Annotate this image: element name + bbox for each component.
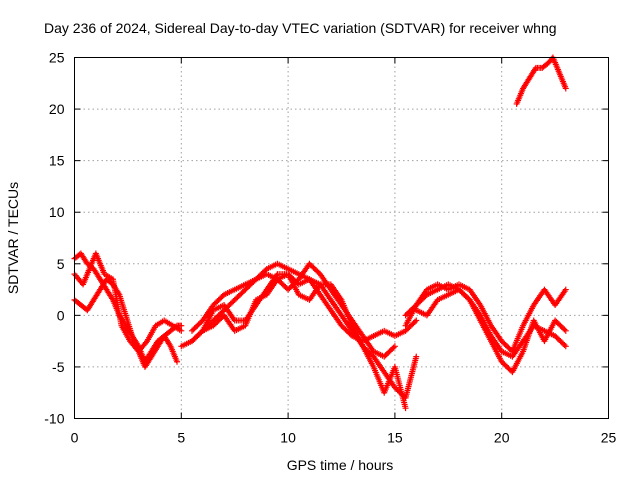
data-point — [174, 358, 181, 365]
data-point — [198, 329, 205, 336]
x-tick-label: 5 — [177, 430, 185, 446]
data-point — [562, 286, 569, 293]
data-point — [390, 344, 397, 351]
x-tick-label: 20 — [494, 430, 510, 446]
data-point — [178, 322, 185, 329]
x-tick-label: 0 — [71, 430, 79, 446]
data-point — [562, 85, 569, 92]
y-tick-label: 15 — [49, 153, 65, 169]
x-tick-label: 15 — [387, 430, 403, 446]
data-point — [561, 326, 568, 333]
data-point — [413, 317, 420, 324]
y-tick-label: 5 — [57, 256, 65, 272]
chart-title: Day 236 of 2024, Sidereal Day-to-day VTE… — [44, 20, 557, 36]
data-point — [219, 293, 226, 300]
y-tick-label: 25 — [49, 50, 65, 66]
y-tick-label: 0 — [57, 307, 65, 323]
data-point — [411, 318, 418, 325]
data-points — [71, 54, 569, 412]
x-tick-label: 25 — [601, 430, 617, 446]
data-point — [465, 295, 472, 302]
grid — [74, 57, 609, 419]
y-tick-label: -10 — [44, 411, 64, 427]
y-tick-label: -5 — [52, 359, 65, 375]
data-point — [561, 342, 568, 349]
data-point — [391, 343, 398, 350]
y-axis-label: SDTVAR / TECUs — [5, 182, 21, 294]
y-tick-label: 20 — [49, 101, 65, 117]
x-axis-label: GPS time / hours — [287, 457, 394, 473]
data-point — [562, 327, 569, 334]
x-tick-label: 10 — [280, 430, 296, 446]
y-tick-label: 10 — [49, 204, 65, 220]
axis-ticks — [74, 57, 609, 419]
tick-labels: 0 5 10 15 20 25 -10 -5 0 5 10 15 20 25 — [44, 50, 616, 446]
data-point — [562, 343, 569, 350]
plot-frame — [74, 57, 609, 419]
data-point — [413, 353, 420, 360]
data-point — [178, 327, 185, 334]
data-point — [422, 293, 429, 300]
data-point — [402, 405, 409, 412]
